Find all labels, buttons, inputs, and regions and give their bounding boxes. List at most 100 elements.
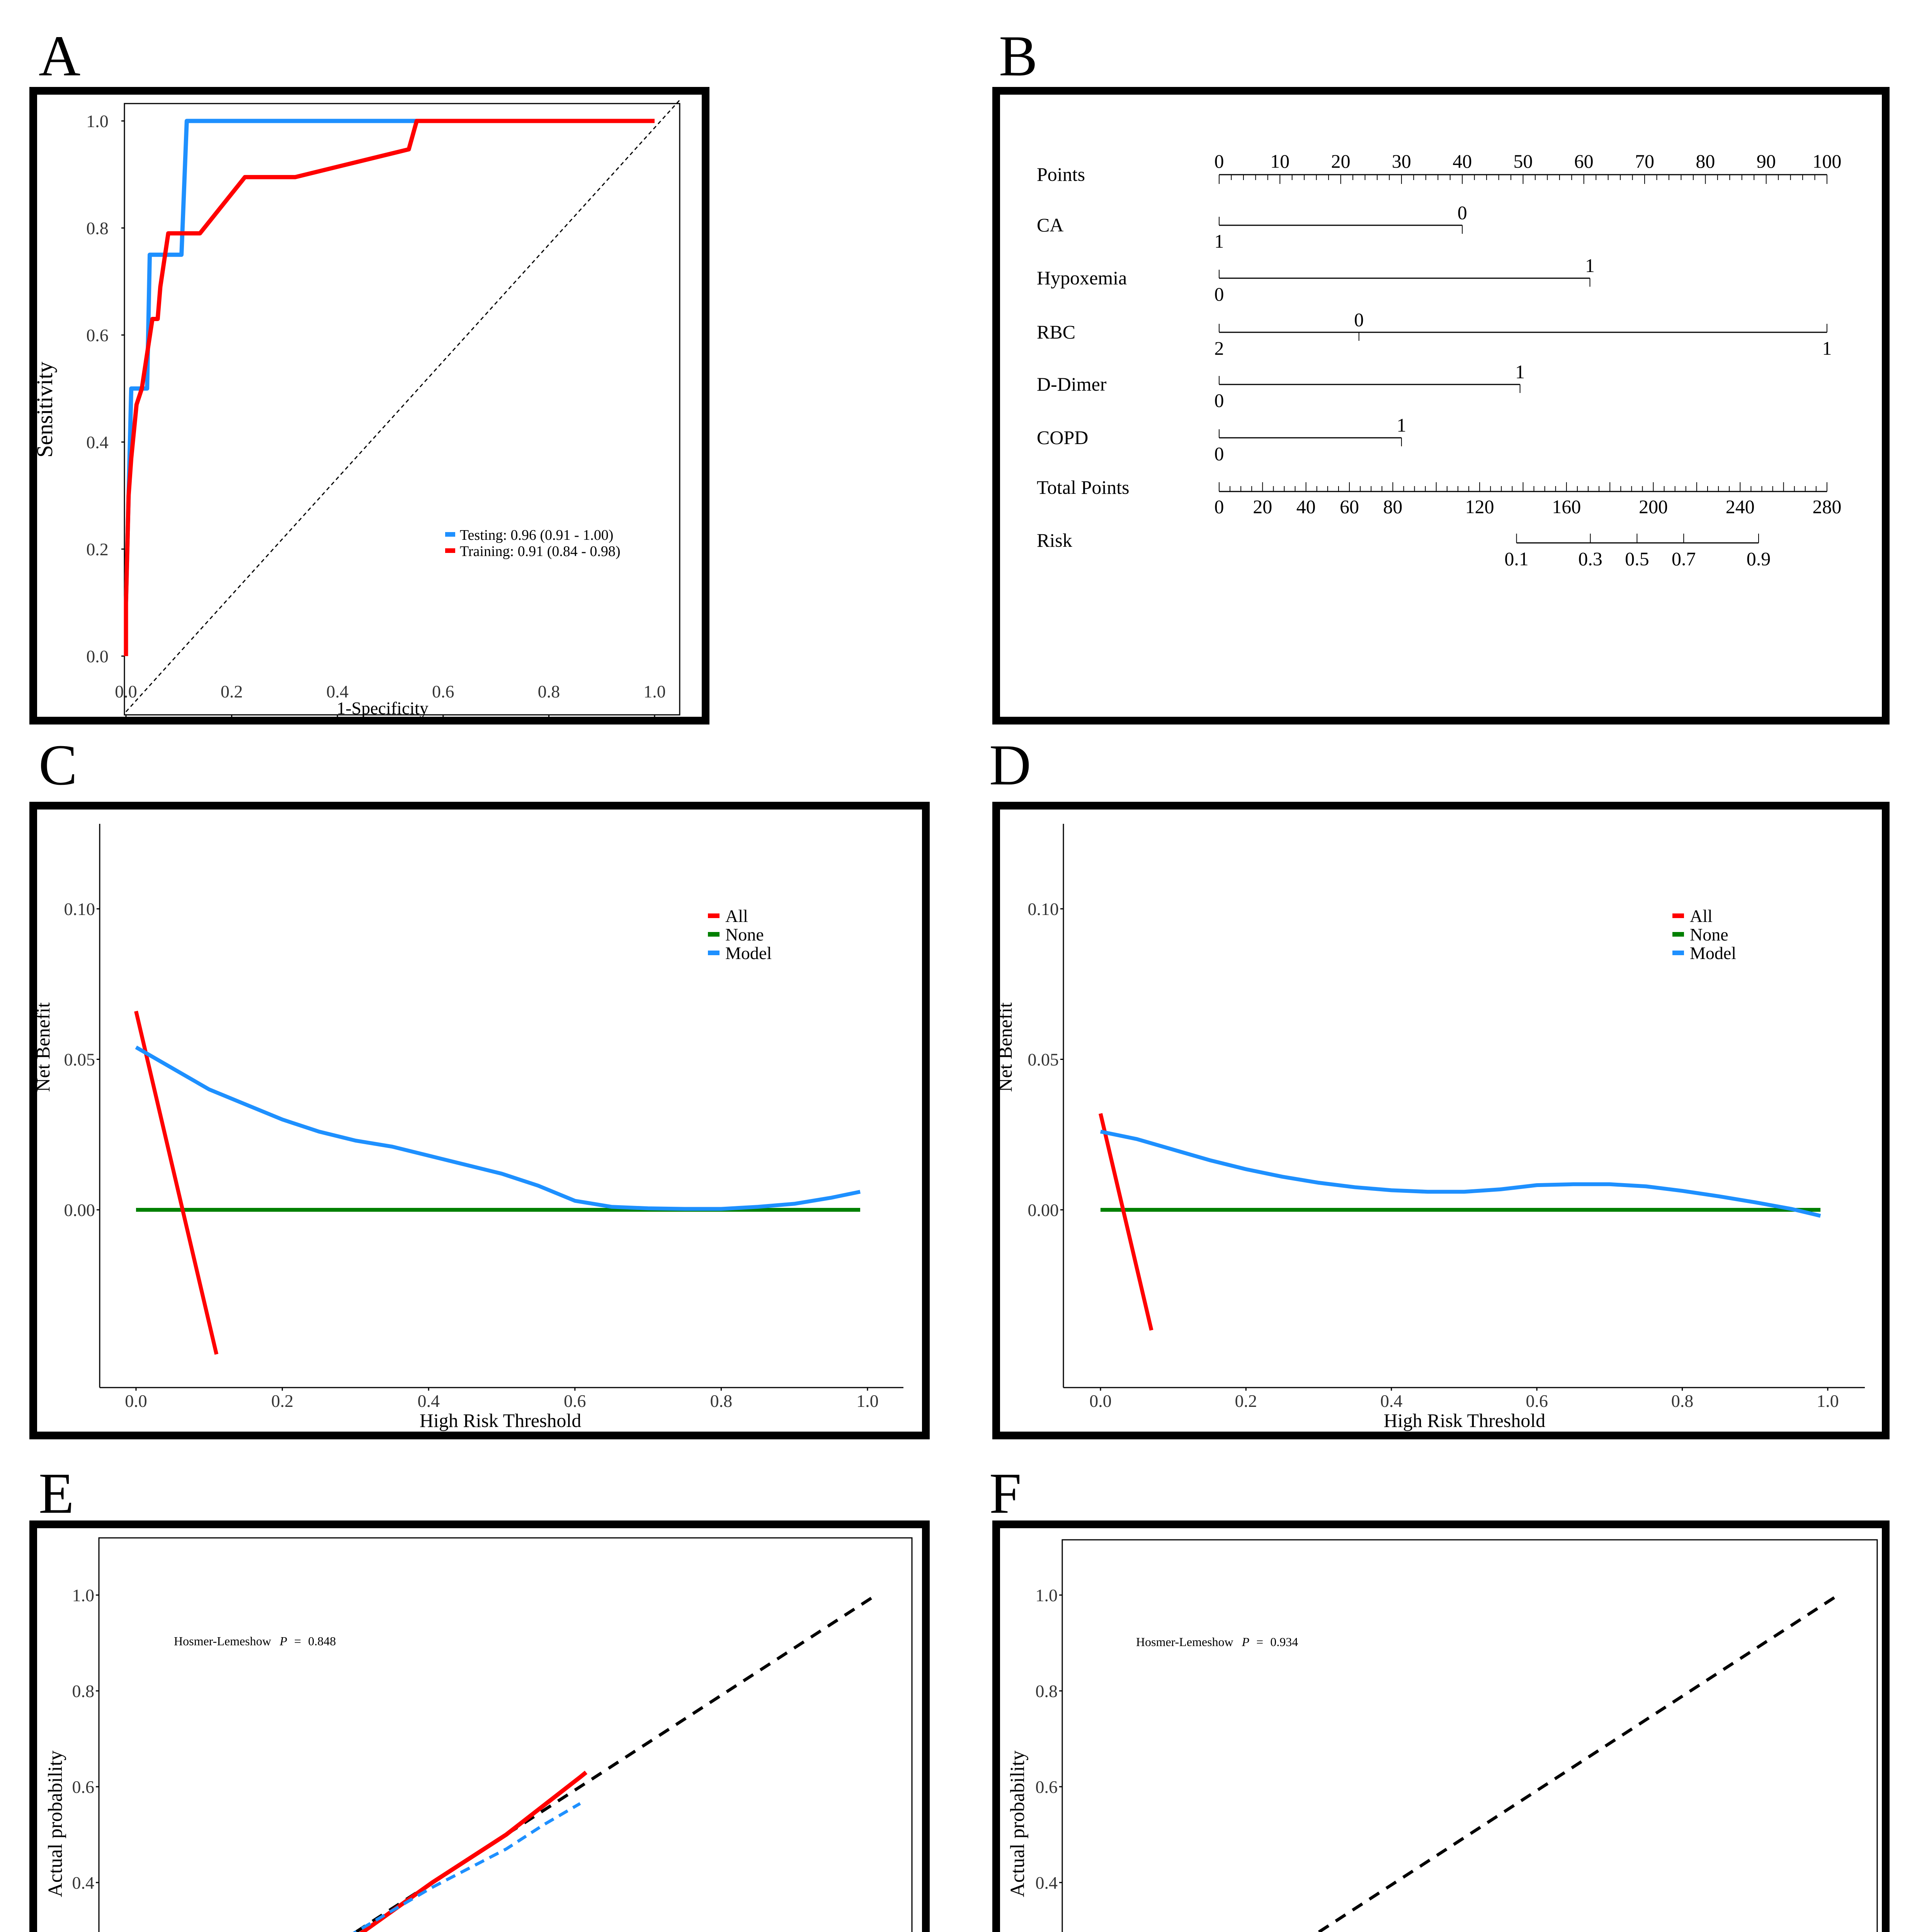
row-label-rbc: RBC [1037, 321, 1075, 343]
variable-row-ca: CA 1 0 [1037, 202, 1467, 252]
legend-label-all: All [725, 906, 748, 926]
panel-c-frame [29, 802, 930, 1439]
plot-area-border [98, 1537, 913, 1932]
x-tick-label: 0.6 [564, 1391, 586, 1411]
total-points-tick-label: 280 [1813, 496, 1842, 517]
axes: 0.00 0.05 0.10 0.0 0.2 0.4 0.6 0.8 1.0 [1028, 824, 1865, 1411]
hosmer-lemeshow-annotation: Hosmer-Lemeshow P = 0.934 [1136, 1635, 1298, 1649]
series-lines [1316, 1594, 1839, 1932]
total-points-tick-label: 240 [1726, 496, 1755, 517]
y-axis-ticks: 0.0 0.2 0.4 0.6 0.8 1.0 [86, 111, 124, 666]
total-points-tick-label: 80 [1383, 496, 1402, 517]
legend-label-model: Model [1690, 943, 1736, 963]
panel-e-calibration-curve: 0.00.20.40.60.81.00.00.20.40.60.81.0 Pre… [44, 1537, 913, 1932]
calibration-curve-ideal [1316, 1594, 1839, 1932]
points-tick-label: 50 [1514, 150, 1533, 172]
y-tick-label: 0.4 [1036, 1873, 1058, 1893]
row-label-copd: COPD [1037, 427, 1088, 448]
panel-letter-b: B [999, 24, 1038, 88]
series-lines [134, 1010, 861, 1355]
points-tick-label: 0 [1214, 150, 1224, 172]
level-label: 1 [1214, 230, 1224, 252]
risk-tick-label: 0.1 [1504, 548, 1529, 570]
reference-diagonal-line [125, 100, 680, 713]
points-axis: Points 0 10 20 30 40 50 60 70 80 90 100 [1037, 150, 1842, 185]
points-tick-label: 80 [1696, 150, 1715, 172]
y-tick-label: 0.10 [64, 899, 95, 919]
x-tick-label: 1.0 [1817, 1391, 1839, 1411]
legend-label-training: Training: 0.91 (0.84 - 0.98) [460, 543, 621, 560]
total-points-tick-label: 200 [1639, 496, 1668, 517]
hl-p-label: P [1242, 1635, 1250, 1649]
risk-tick-label: 0.5 [1625, 548, 1649, 570]
x-tick-label: 0.4 [326, 682, 349, 701]
x-tick-label: 0.4 [1380, 1391, 1403, 1411]
y-tick-label: 0.00 [1028, 1200, 1059, 1220]
hl-prefix: Hosmer-Lemeshow [1136, 1635, 1233, 1649]
y-axis-label: Net Benefit [32, 1002, 54, 1092]
variable-row-hypoxemia: Hypoxemia 0 1 [1037, 255, 1595, 305]
y-axis-label: Actual probability [1007, 1750, 1029, 1897]
y-tick-label: 0.8 [86, 218, 109, 238]
panel-letter-e: E [39, 1461, 74, 1526]
total-points-tick-label: 20 [1253, 496, 1272, 517]
points-tick-label: 70 [1635, 150, 1654, 172]
x-tick-label: 0.2 [271, 1391, 294, 1411]
x-axis-label: 1-Specificity [337, 698, 429, 718]
row-label-risk: Risk [1037, 529, 1072, 551]
x-tick-label: 0.2 [221, 682, 243, 701]
total-points-tick-label: 0 [1214, 496, 1224, 517]
x-axis-ticks: 0.0 0.2 0.4 0.6 0.8 1.0 [115, 682, 666, 718]
panel-letter-a: A [39, 24, 81, 88]
points-tick-label: 90 [1757, 150, 1776, 172]
level-label: 0 [1458, 202, 1467, 223]
y-axis-label: Net Benefit [994, 1002, 1016, 1092]
x-tick-label: 1.0 [643, 682, 666, 701]
panel-a-frame [29, 87, 709, 724]
total-points-tick-label: 40 [1296, 496, 1316, 517]
panel-letter-d: D [989, 733, 1031, 797]
level-label: 0 [1354, 309, 1364, 330]
x-tick-label: 0.8 [710, 1391, 733, 1411]
x-tick-label: 0.6 [1526, 1391, 1548, 1411]
x-axis-label: High Risk Threshold [420, 1410, 582, 1431]
total-points-axis: Total Points 0 20 40 60 80 120 160 200 240 280 [1037, 476, 1842, 517]
points-tick-label: 30 [1392, 150, 1411, 172]
level-label: 2 [1214, 337, 1224, 359]
dca-curve-all [134, 1010, 219, 1355]
points-tick-label: 60 [1574, 150, 1594, 172]
x-tick-label: 0.8 [1671, 1391, 1694, 1411]
risk-tick-label: 0.7 [1672, 548, 1696, 570]
hl-p-label: P [279, 1634, 287, 1648]
series-lines [1099, 1113, 1821, 1331]
y-tick-label: 1.0 [72, 1585, 95, 1605]
hl-equals: = [294, 1634, 301, 1648]
series-lines [352, 1594, 877, 1932]
total-points-tick-label: 60 [1340, 496, 1359, 517]
y-tick-label: 0.4 [86, 432, 109, 452]
legend-label-none: None [1690, 925, 1728, 944]
y-axis-label: Actual probability [44, 1750, 66, 1897]
row-label-points: Points [1037, 163, 1085, 185]
points-tick-label: 40 [1453, 150, 1472, 172]
hl-p-value: 0.934 [1270, 1635, 1298, 1649]
x-tick-label: 0.4 [417, 1391, 440, 1411]
points-tick-label: 100 [1813, 150, 1842, 172]
y-tick-label: 0.8 [1036, 1681, 1058, 1701]
y-tick-label: 0.8 [72, 1681, 95, 1701]
points-tick-label: 10 [1270, 150, 1289, 172]
axes: 0.00.20.40.60.81.00.00.20.40.60.81.0 [1036, 1585, 1062, 1893]
calibration-curve-apparent [359, 1770, 588, 1932]
row-label-total-points: Total Points [1037, 476, 1129, 498]
points-tick-label: 20 [1331, 150, 1351, 172]
plot-area-border [1061, 1539, 1878, 1932]
panel-d-decision-curve: 0.00 0.05 0.10 0.0 0.2 0.4 0.6 0.8 1.0 High Risk… [994, 824, 1865, 1431]
panel-d-frame [992, 802, 1890, 1439]
axes: 0.00.20.40.60.81.00.00.20.40.60.81.0 [72, 1585, 99, 1893]
row-label-d-dimer: D-Dimer [1037, 373, 1107, 395]
row-label-ca: CA [1037, 214, 1063, 236]
